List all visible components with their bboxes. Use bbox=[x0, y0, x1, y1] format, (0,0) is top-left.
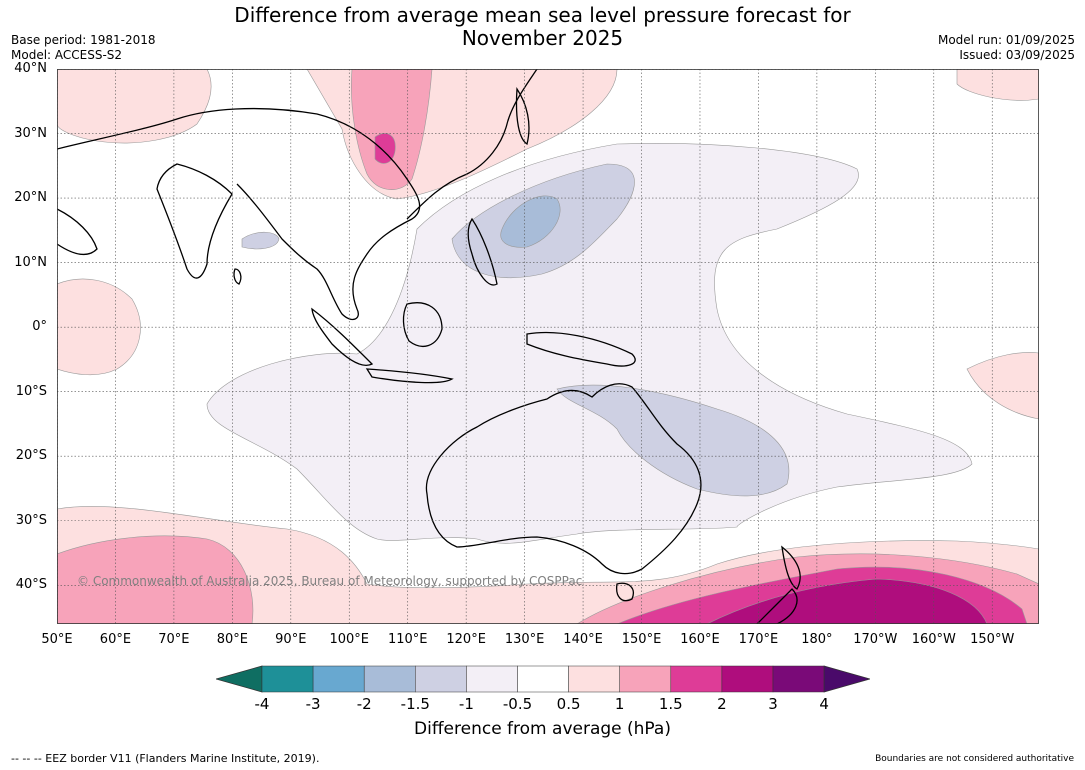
eez-note: -- -- -- EEZ border V11 (Flanders Marine… bbox=[11, 752, 320, 765]
new-guinea-outline bbox=[526, 331, 636, 367]
java-outline bbox=[365, 368, 454, 384]
china-coast bbox=[406, 69, 538, 220]
colorbar-tick-label: 4 bbox=[819, 695, 829, 713]
anomaly-small-neg bbox=[241, 231, 280, 250]
colorbar-tick-label: -0.5 bbox=[502, 695, 533, 713]
issued-date: Issued: 03/09/2025 bbox=[959, 48, 1075, 62]
colorbar bbox=[216, 665, 870, 693]
colorbar-segment bbox=[261, 665, 314, 693]
colorbar-segment bbox=[619, 665, 672, 693]
base-period: Base period: 1981-2018 bbox=[11, 33, 156, 47]
lon-label: 100°E bbox=[329, 632, 370, 647]
colorbar-tick-label: 3 bbox=[768, 695, 778, 713]
lon-label: 160°E bbox=[680, 632, 720, 647]
colorbar-extend-high bbox=[823, 665, 870, 693]
anomaly-pacific-neg-15 bbox=[500, 195, 561, 248]
lon-label: 140°E bbox=[563, 632, 603, 647]
meta-right: Model run: 01/09/2025 Issued: 03/09/2025 bbox=[938, 33, 1075, 63]
sri-lanka-outline bbox=[233, 268, 242, 285]
lon-label: 70°E bbox=[158, 632, 190, 647]
colorbar-segment bbox=[466, 665, 518, 693]
colorbar-segment bbox=[670, 665, 723, 693]
lat-label: 40°S bbox=[15, 577, 47, 593]
colorbar-tick-label: -2 bbox=[356, 695, 372, 713]
lat-label: 10°S bbox=[15, 383, 47, 399]
model-run: Model run: 01/09/2025 bbox=[937, 33, 1075, 47]
boundary-disclaimer: Boundaries are not considered authoritat… bbox=[875, 754, 1074, 764]
arabia-outline bbox=[57, 208, 98, 256]
colorbar-tick-label: 2 bbox=[717, 695, 727, 713]
colorbar-title: Difference from average (hPa) bbox=[414, 719, 671, 739]
meta-left: Base period: 1981-2018 Model: ACCESS-S2 bbox=[11, 33, 156, 63]
lon-label: 50°E bbox=[41, 632, 73, 647]
chart-title: Difference from average mean sea level p… bbox=[0, 4, 1085, 50]
lat-label: 40°N bbox=[14, 61, 47, 76]
philippines-outline bbox=[467, 217, 498, 286]
lon-label: 130°E bbox=[504, 632, 545, 647]
anomaly-south-pos-2 bbox=[706, 578, 988, 624]
anomaly-west-pos-05 bbox=[57, 278, 141, 376]
anomaly-south-pos-1-west bbox=[57, 535, 254, 624]
colorbar-tick-label: 1 bbox=[614, 695, 625, 713]
model-name: Model: ACCESS-S2 bbox=[11, 48, 123, 62]
colorbar-segment bbox=[721, 665, 774, 693]
borneo-outline bbox=[402, 302, 443, 347]
colorbar-tick-label: -4 bbox=[254, 695, 270, 713]
colorbar-segment bbox=[363, 665, 416, 693]
japan-outline bbox=[515, 87, 530, 146]
copyright-notice: © Commonwealth of Australia 2025, Bureau… bbox=[77, 574, 583, 588]
lat-label: 0° bbox=[32, 319, 47, 335]
colorbar-segments bbox=[216, 665, 870, 693]
map-panel bbox=[57, 69, 1039, 624]
colorbar-tick-label: 0.5 bbox=[556, 695, 581, 713]
colorbar-tick-label: -1 bbox=[458, 695, 474, 713]
colorbar-segment bbox=[415, 665, 467, 693]
asia-outline bbox=[57, 107, 421, 321]
australia-outline bbox=[425, 383, 702, 575]
map-frame bbox=[57, 69, 1039, 624]
lon-label: 110°E bbox=[387, 632, 428, 647]
new-zealand-north bbox=[781, 545, 801, 590]
lon-label: 60°E bbox=[99, 632, 132, 647]
lat-label: 20°S bbox=[15, 448, 47, 464]
lon-label: 160°W bbox=[911, 632, 956, 647]
lat-label: 30°S bbox=[15, 512, 47, 528]
colorbar-segment bbox=[312, 665, 365, 693]
lon-label: 80°E bbox=[216, 632, 248, 647]
lat-label: 20°N bbox=[14, 190, 47, 206]
anomaly-ne-pos-05 bbox=[956, 69, 1039, 101]
anomaly-china-pos-1 bbox=[351, 69, 433, 190]
anomaly-china-pos-15 bbox=[374, 133, 396, 164]
lon-label: 120°E bbox=[446, 632, 486, 647]
lon-label: 90°E bbox=[275, 632, 307, 647]
anomaly-pacific-neg-05 bbox=[206, 143, 973, 544]
colorbar-segment bbox=[568, 665, 620, 693]
colorbar-extend-low bbox=[216, 665, 263, 693]
anomaly-east-pos-05 bbox=[966, 352, 1039, 420]
title-line-1: Difference from average mean sea level p… bbox=[234, 3, 851, 27]
colorbar-segment bbox=[772, 665, 825, 693]
graticule bbox=[57, 69, 1039, 624]
lon-label: 150°E bbox=[621, 632, 662, 647]
colorbar-tick-label: 1.5 bbox=[658, 695, 683, 713]
lon-label: 180° bbox=[801, 632, 833, 647]
title-line-2: November 2025 bbox=[461, 26, 624, 50]
colorbar-tick-label: -3 bbox=[305, 695, 321, 713]
tasmania-outline bbox=[616, 582, 634, 602]
anomaly-fields bbox=[57, 69, 1039, 624]
colorbar-segment bbox=[517, 665, 569, 693]
lat-label: 10°N bbox=[14, 254, 47, 270]
lon-label: 150°W bbox=[970, 632, 1015, 647]
new-zealand-south bbox=[756, 588, 798, 624]
india-outline bbox=[156, 163, 233, 279]
lon-label: 170°E bbox=[738, 632, 779, 647]
colorbar-tick-label: -1.5 bbox=[400, 695, 430, 713]
lon-label: 170°W bbox=[853, 632, 898, 647]
lat-label: 30°N bbox=[14, 125, 47, 141]
coastlines bbox=[57, 69, 801, 624]
anomaly-nw-pos-05 bbox=[57, 69, 212, 144]
